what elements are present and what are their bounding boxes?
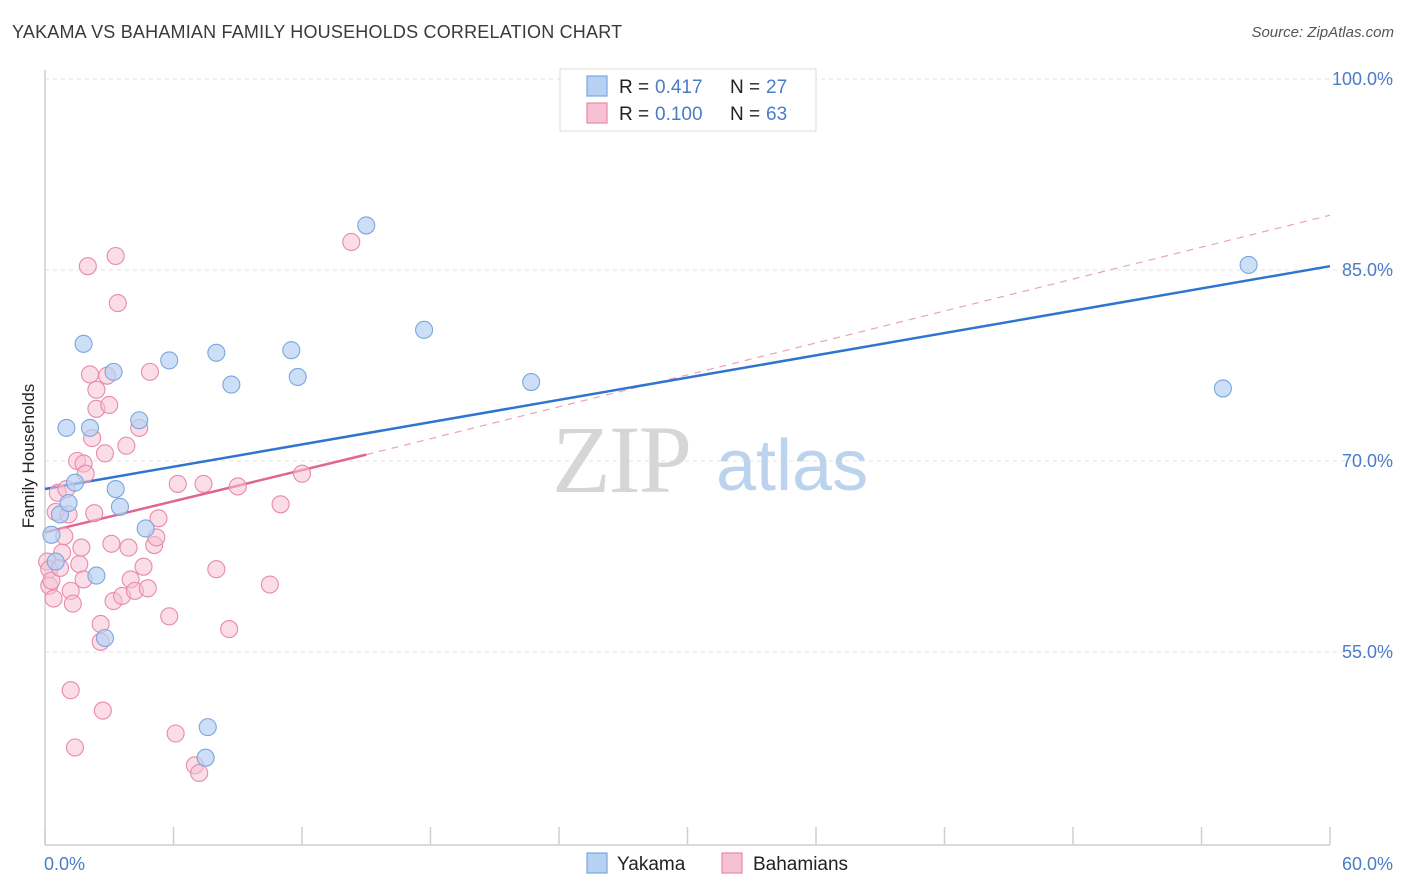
yakama-point-20 xyxy=(282,341,301,360)
legend-swatch-bahamians xyxy=(586,102,608,124)
legend-r-label-yakama: R = xyxy=(619,77,649,98)
yakama-point-0 xyxy=(42,525,61,544)
y-tick-labels: 55.0% 70.0% 85.0% 100.0% xyxy=(1332,69,1393,662)
yakama-point-7 xyxy=(80,418,100,437)
yakama-points xyxy=(42,216,1258,767)
y-axis-title: Family Households xyxy=(19,384,38,529)
bahamians-point-17 xyxy=(70,555,89,574)
bahamians-point-54 xyxy=(190,763,209,783)
bottom-legend-swatch-yakama xyxy=(586,852,608,874)
bahamians-point-34 xyxy=(102,534,121,553)
legend-n-value-yakama: 27 xyxy=(766,77,787,98)
bahamians-point-36 xyxy=(106,246,125,266)
bahamians-point-51 xyxy=(166,724,185,743)
bahamians-point-59 xyxy=(260,575,279,594)
bahamians-point-14 xyxy=(63,594,82,613)
bahamians-point-3 xyxy=(42,571,61,590)
bottom-legend-swatch-bahamians xyxy=(721,852,743,874)
yakama-point-3 xyxy=(57,418,76,437)
series-legend: Yakama Bahamians xyxy=(586,852,848,875)
bahamians-point-25 xyxy=(85,504,104,523)
yakama-point-1 xyxy=(46,552,65,571)
bottom-legend-label-yakama: Yakama xyxy=(617,854,686,875)
bahamians-point-60 xyxy=(271,495,290,514)
bahamians-point-22 xyxy=(78,257,97,276)
bahamians-point-52 xyxy=(168,474,187,493)
yakama-point-19 xyxy=(222,375,241,394)
y-tick-label-100: 100.0% xyxy=(1332,69,1393,89)
bahamians-point-56 xyxy=(207,560,226,579)
grid-lines xyxy=(45,78,1395,653)
bahamians-point-37 xyxy=(108,294,127,313)
y-tick-label-70: 70.0% xyxy=(1342,451,1393,471)
legend-n-value-bahamians: 63 xyxy=(766,104,787,125)
yakama-point-8 xyxy=(87,566,106,585)
bahamians-point-58 xyxy=(228,477,247,496)
bahamians-point-57 xyxy=(220,620,239,639)
bahamians-point-13 xyxy=(61,681,80,700)
bahamians-point-4 xyxy=(44,589,63,608)
yakama-point-21 xyxy=(288,367,307,387)
legend-swatch-yakama xyxy=(586,75,608,97)
yakama-point-25 xyxy=(1213,379,1232,398)
yakama-point-14 xyxy=(136,519,155,538)
bahamians-points xyxy=(38,232,361,783)
yakama-point-22 xyxy=(357,216,376,235)
bahamians-point-30 xyxy=(93,701,112,720)
yakama-point-9 xyxy=(95,628,115,648)
bahamians-point-44 xyxy=(134,557,153,576)
watermark-zip: ZIP xyxy=(552,406,690,513)
yakama-point-18 xyxy=(207,343,226,362)
yakama-point-13 xyxy=(130,411,149,430)
legend-r-value-yakama: 0.417 xyxy=(655,77,703,98)
bahamians-point-31 xyxy=(95,444,115,463)
bahamians-point-26 xyxy=(87,380,106,399)
y-tick-label-85: 85.0% xyxy=(1342,260,1393,280)
bahamians-point-49 xyxy=(149,509,168,528)
correlation-legend: R = 0.417 N = 27 R = 0.100 N = 63 xyxy=(559,68,817,132)
watermark-atlas: atlas xyxy=(716,426,868,506)
bottom-legend-label-bahamians: Bahamians xyxy=(753,854,848,875)
x-ticks xyxy=(44,827,1331,845)
bahamians-point-23 xyxy=(80,365,100,384)
bahamians-point-40 xyxy=(119,538,138,557)
bahamians-point-55 xyxy=(194,474,213,493)
yakama-point-15 xyxy=(160,351,179,370)
yakama-point-11 xyxy=(106,479,125,499)
yakama-point-24 xyxy=(522,373,541,392)
chart-title: YAKAMA VS BAHAMIAN FAMILY HOUSEHOLDS COR… xyxy=(12,22,623,42)
yakama-point-6 xyxy=(74,334,93,353)
bahamians-point-61 xyxy=(292,464,312,483)
yakama-point-4 xyxy=(59,493,78,513)
bahamians-point-46 xyxy=(140,362,159,381)
bahamians-point-50 xyxy=(160,607,179,626)
bahamians-point-45 xyxy=(138,579,157,598)
bahamians-point-33 xyxy=(100,395,119,415)
yakama-point-23 xyxy=(415,320,434,339)
x-tick-label-min: 0.0% xyxy=(44,854,85,874)
bahamians-point-15 xyxy=(65,738,85,757)
x-tick-label-max: 60.0% xyxy=(1342,854,1393,874)
yakama-point-12 xyxy=(110,497,130,516)
legend-r-label-bahamians: R = xyxy=(619,104,649,125)
yakama-point-5 xyxy=(65,473,85,492)
bahamians-point-39 xyxy=(117,436,136,455)
legend-n-label-bahamians: N = xyxy=(730,104,760,125)
yakama-trend-line xyxy=(44,264,1331,491)
legend-n-label-yakama: N = xyxy=(730,77,760,98)
bahamians-point-62 xyxy=(342,232,361,252)
yakama-point-17 xyxy=(198,718,217,737)
yakama-point-26 xyxy=(1239,255,1258,274)
yakama-point-10 xyxy=(104,362,123,381)
source-label: Source: ZipAtlas.com xyxy=(1251,24,1394,41)
bahamians-point-18 xyxy=(72,538,91,557)
bahamians-trend-extension xyxy=(366,214,1331,456)
y-tick-label-55: 55.0% xyxy=(1342,642,1393,662)
legend-r-value-bahamians: 0.100 xyxy=(655,104,703,125)
yakama-point-16 xyxy=(196,748,215,767)
